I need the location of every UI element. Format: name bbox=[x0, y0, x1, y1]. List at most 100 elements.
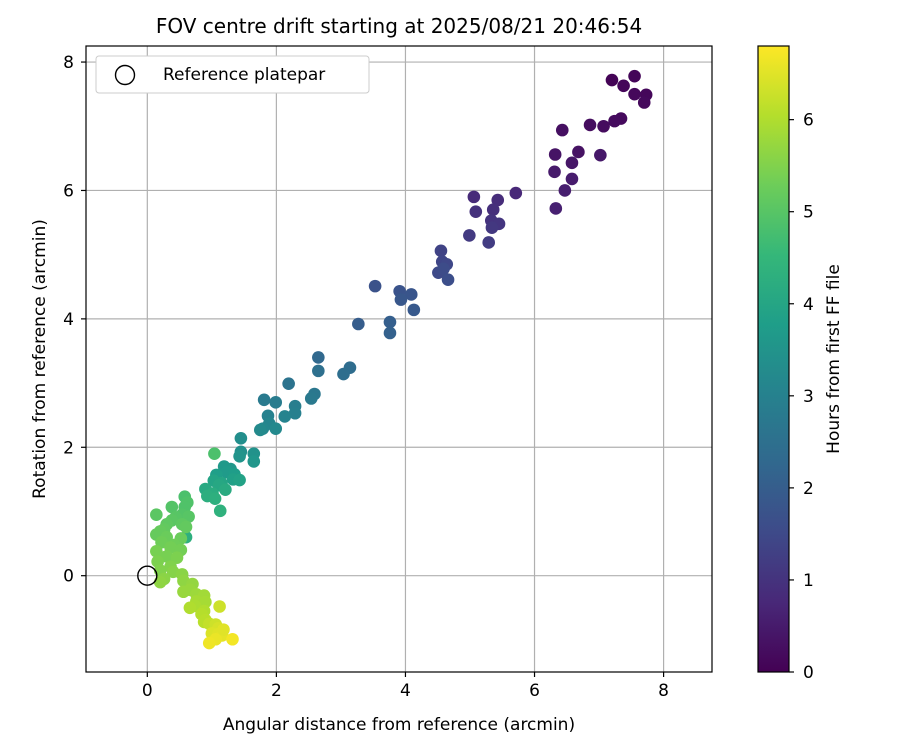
data-point bbox=[594, 148, 607, 162]
plot-frame bbox=[85, 45, 713, 673]
x-tick-label: 8 bbox=[658, 681, 669, 701]
data-point bbox=[352, 317, 365, 331]
data-point bbox=[312, 364, 325, 378]
y-tick-label: 6 bbox=[63, 181, 74, 201]
colorbar-tick-label: 1 bbox=[803, 571, 814, 591]
colorbar-tick-label: 5 bbox=[803, 203, 814, 223]
data-point bbox=[282, 377, 295, 391]
colorbar-tick-label: 2 bbox=[803, 479, 814, 499]
data-point bbox=[226, 632, 239, 646]
x-tick-label: 4 bbox=[400, 681, 411, 701]
data-point bbox=[150, 508, 163, 521]
data-point bbox=[337, 367, 350, 381]
data-point bbox=[637, 96, 651, 109]
y-tick-label: 0 bbox=[63, 567, 74, 587]
data-point bbox=[183, 601, 197, 615]
colorbar: 0 1 2 3 4 5 6 Hours from first FF file bbox=[757, 45, 844, 683]
data-point bbox=[482, 236, 496, 249]
x-tick-label: 2 bbox=[271, 681, 282, 701]
colorbar-tick-label: 6 bbox=[803, 111, 814, 131]
y-tick-label: 2 bbox=[63, 438, 74, 458]
data-point bbox=[208, 492, 222, 505]
data-point bbox=[247, 455, 261, 468]
colorbar-tick-label: 3 bbox=[803, 387, 814, 407]
data-point bbox=[469, 205, 483, 218]
data-point bbox=[233, 473, 246, 487]
data-point bbox=[202, 636, 216, 650]
data-point bbox=[312, 351, 325, 364]
data-point bbox=[407, 303, 421, 317]
scatter-points bbox=[150, 69, 653, 650]
data-point bbox=[288, 406, 302, 420]
data-point bbox=[608, 114, 621, 128]
data-point bbox=[153, 575, 167, 589]
data-point bbox=[383, 315, 397, 329]
data-point bbox=[628, 69, 641, 83]
y-tick-label: 4 bbox=[63, 310, 74, 330]
grid bbox=[86, 46, 712, 672]
legend-box bbox=[95, 55, 370, 94]
data-point bbox=[486, 203, 500, 217]
data-point bbox=[213, 600, 226, 613]
data-point bbox=[548, 165, 561, 179]
y-tick-label: 8 bbox=[63, 53, 74, 73]
data-point bbox=[179, 520, 193, 534]
data-point bbox=[463, 229, 476, 242]
legend: Reference platepar bbox=[95, 55, 370, 94]
data-point bbox=[565, 156, 579, 170]
x-axis-title: Angular distance from reference (arcmin) bbox=[223, 715, 575, 735]
data-point bbox=[150, 544, 163, 558]
data-point bbox=[234, 431, 248, 445]
data-point bbox=[583, 118, 597, 132]
data-point bbox=[368, 279, 382, 293]
data-point bbox=[434, 244, 448, 258]
data-point bbox=[485, 221, 499, 235]
data-point bbox=[467, 190, 481, 204]
data-point bbox=[617, 79, 630, 93]
legend-marker-icon bbox=[114, 64, 136, 86]
data-point bbox=[565, 172, 579, 186]
data-point bbox=[404, 288, 418, 301]
data-point bbox=[278, 410, 292, 423]
data-point bbox=[437, 262, 450, 276]
data-point bbox=[628, 87, 641, 101]
reference-platepar-marker bbox=[137, 565, 158, 586]
legend-entry-label: Reference platepar bbox=[163, 65, 325, 85]
data-point bbox=[208, 447, 221, 461]
data-point bbox=[170, 551, 184, 565]
colorbar-ticks: 0 1 2 3 4 5 6 bbox=[789, 111, 814, 683]
data-point bbox=[555, 123, 569, 137]
x-tick-label: 0 bbox=[142, 681, 153, 701]
colorbar-tick-label: 4 bbox=[803, 295, 814, 315]
data-point bbox=[177, 585, 190, 599]
chart-title: FOV centre drift starting at 2025/08/21 … bbox=[156, 14, 642, 38]
x-axis-ticks: 0 2 4 6 8 bbox=[142, 672, 669, 701]
plot-area: 0 2 4 6 8 0 2 4 6 8 bbox=[63, 45, 713, 701]
data-point bbox=[233, 449, 246, 463]
y-axis-ticks: 0 2 4 6 8 bbox=[63, 53, 86, 587]
data-point bbox=[491, 193, 505, 207]
data-point bbox=[558, 184, 572, 197]
data-point bbox=[269, 396, 283, 409]
data-point bbox=[253, 423, 267, 437]
data-point bbox=[383, 326, 397, 340]
data-point bbox=[217, 623, 230, 636]
reference-marker-layer bbox=[137, 565, 158, 586]
data-point bbox=[219, 483, 232, 496]
data-point bbox=[213, 504, 227, 518]
data-point bbox=[548, 148, 562, 161]
colorbar-tick-label: 0 bbox=[803, 663, 814, 683]
data-point bbox=[165, 500, 179, 514]
data-point bbox=[572, 145, 585, 159]
data-point bbox=[394, 293, 408, 306]
colorbar-gradient bbox=[757, 45, 790, 673]
y-axis-title: Rotation from reference (arcmin) bbox=[30, 219, 50, 499]
data-point bbox=[441, 273, 455, 287]
data-point bbox=[597, 119, 610, 133]
data-point bbox=[509, 186, 523, 200]
x-tick-label: 6 bbox=[529, 681, 540, 701]
data-point bbox=[605, 73, 619, 87]
data-point bbox=[304, 392, 318, 405]
colorbar-label: Hours from first FF file bbox=[824, 264, 844, 454]
